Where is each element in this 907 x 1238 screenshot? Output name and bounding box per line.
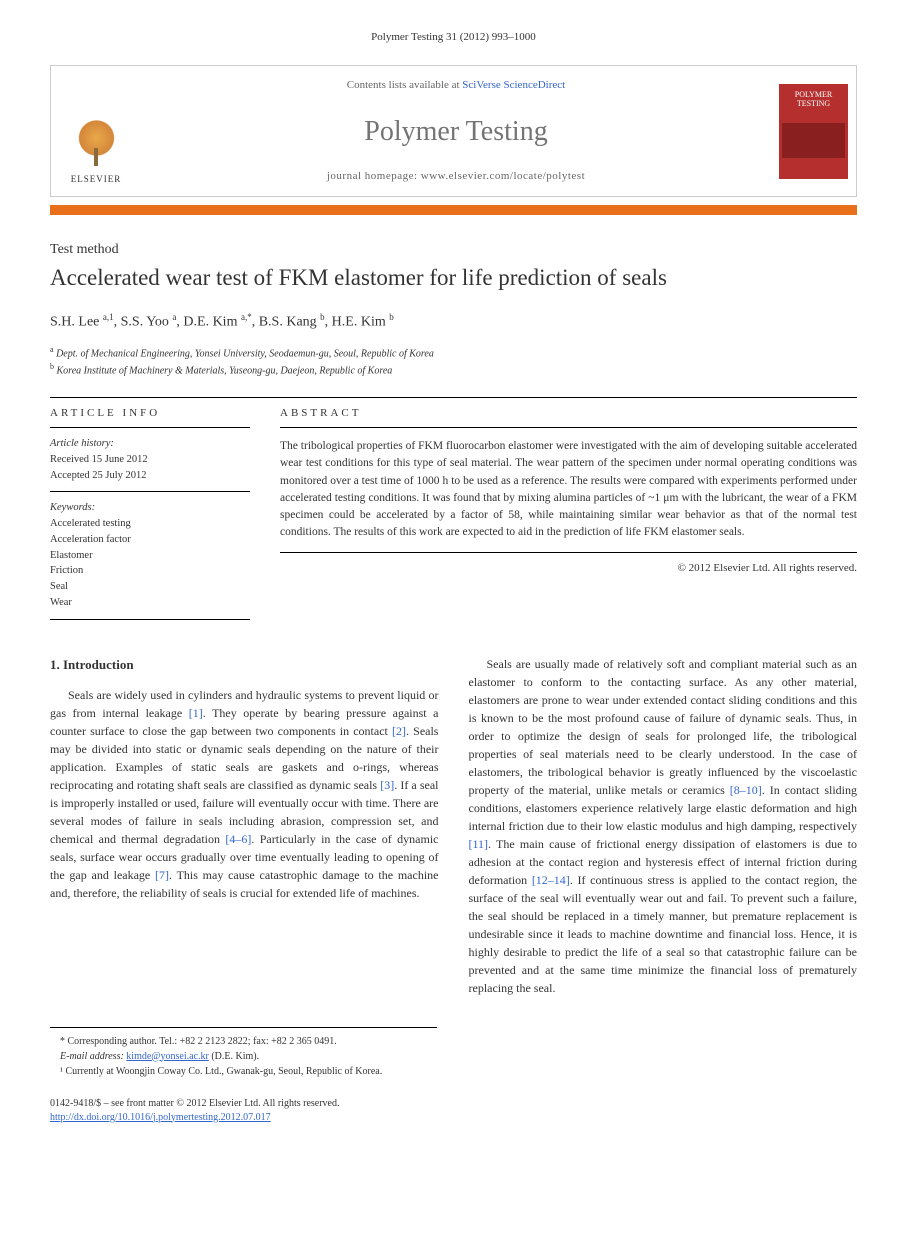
body-two-column: 1. Introduction Seals are widely used in…	[50, 655, 857, 997]
body-paragraph: Seals are usually made of relatively sof…	[469, 655, 858, 997]
footer-left: 0142-9418/$ – see front matter © 2012 El…	[50, 1097, 339, 1125]
journal-title: Polymer Testing	[151, 112, 761, 151]
article-type-label: Test method	[50, 240, 857, 260]
keywords-label: Keywords:	[50, 500, 250, 516]
running-header: Polymer Testing 31 (2012) 993–1000	[50, 30, 857, 45]
history-label: Article history:	[50, 436, 250, 452]
affiliation-a: a Dept. of Mechanical Engineering, Yonse…	[50, 344, 857, 361]
body-right-column: Seals are usually made of relatively sof…	[469, 655, 858, 997]
article-title: Accelerated wear test of FKM elastomer f…	[50, 264, 857, 293]
email-link[interactable]: kimde@yonsei.ac.kr	[126, 1051, 209, 1062]
section-title: Introduction	[63, 657, 134, 672]
orange-divider-bar	[50, 205, 857, 215]
email-suffix: (D.E. Kim).	[211, 1051, 259, 1062]
author-note-1: ¹ Currently at Woongjin Coway Co. Ltd., …	[50, 1064, 437, 1079]
cover-image-placeholder	[782, 123, 845, 158]
page-footer: 0142-9418/$ – see front matter © 2012 El…	[50, 1097, 857, 1125]
article-history-block: Article history: Received 15 June 2012 A…	[50, 427, 250, 492]
keyword: Friction	[50, 563, 250, 579]
corresponding-author-note: * Corresponding author. Tel.: +82 2 2123…	[50, 1034, 437, 1049]
journal-cover-thumbnail: POLYMER TESTING	[779, 84, 848, 179]
publisher-logo-area: ELSEVIER	[51, 66, 141, 196]
homepage-url: www.elsevier.com/locate/polytest	[421, 170, 585, 182]
author-list: S.H. Lee a,1, S.S. Yoo a, D.E. Kim a,*, …	[50, 311, 857, 332]
elsevier-tree-icon	[69, 116, 124, 171]
body-paragraph: Seals are widely used in cylinders and h…	[50, 686, 439, 902]
keywords-block: Keywords: Accelerated testing Accelerati…	[50, 492, 250, 619]
keyword: Elastomer	[50, 548, 250, 564]
banner-center: Contents lists available at SciVerse Sci…	[141, 66, 771, 196]
homepage-prefix: journal homepage:	[327, 170, 421, 182]
abstract-text: The tribological properties of FKM fluor…	[280, 427, 857, 553]
email-line: E-mail address: kimde@yonsei.ac.kr (D.E.…	[50, 1049, 437, 1064]
affiliation-b: b Korea Institute of Machinery & Materia…	[50, 361, 857, 378]
cover-title: POLYMER TESTING	[782, 90, 845, 109]
article-info-column: article info Article history: Received 1…	[50, 406, 250, 620]
abstract-copyright: © 2012 Elsevier Ltd. All rights reserved…	[280, 561, 857, 576]
doi-link[interactable]: http://dx.doi.org/10.1016/j.polymertesti…	[50, 1112, 271, 1123]
publisher-name: ELSEVIER	[71, 173, 122, 186]
copyright-line: 0142-9418/$ – see front matter © 2012 El…	[50, 1097, 339, 1111]
info-abstract-row: article info Article history: Received 1…	[50, 406, 857, 620]
info-heading: article info	[50, 406, 250, 421]
contents-prefix: Contents lists available at	[347, 79, 462, 91]
section-divider	[50, 397, 857, 398]
received-date: Received 15 June 2012	[50, 452, 250, 468]
sciencedirect-link[interactable]: SciVerse ScienceDirect	[462, 79, 565, 91]
cover-thumbnail-area: POLYMER TESTING	[771, 66, 856, 196]
homepage-line: journal homepage: www.elsevier.com/locat…	[151, 169, 761, 184]
keyword: Seal	[50, 579, 250, 595]
body-left-column: 1. Introduction Seals are widely used in…	[50, 655, 439, 997]
abstract-column: abstract The tribological properties of …	[280, 406, 857, 620]
contents-line: Contents lists available at SciVerse Sci…	[151, 78, 761, 93]
section-heading: 1. Introduction	[50, 655, 439, 675]
journal-banner: ELSEVIER Contents lists available at Sci…	[50, 65, 857, 197]
keyword: Accelerated testing	[50, 516, 250, 532]
affiliations: a Dept. of Mechanical Engineering, Yonse…	[50, 344, 857, 379]
keyword: Acceleration factor	[50, 532, 250, 548]
section-number: 1.	[50, 657, 60, 672]
elsevier-logo: ELSEVIER	[61, 113, 131, 188]
abstract-heading: abstract	[280, 406, 857, 421]
email-label: E-mail address:	[60, 1051, 124, 1062]
keyword: Wear	[50, 595, 250, 611]
footnotes: * Corresponding author. Tel.: +82 2 2123…	[50, 1027, 437, 1079]
accepted-date: Accepted 25 July 2012	[50, 468, 250, 484]
